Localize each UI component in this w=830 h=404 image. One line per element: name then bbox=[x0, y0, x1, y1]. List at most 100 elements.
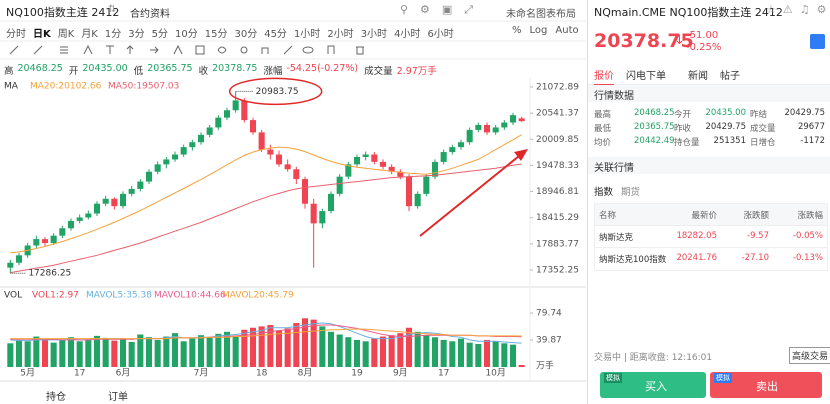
candle-body bbox=[137, 181, 144, 189]
panel-icons[interactable]: ☆⚠♫⚙ bbox=[766, 3, 830, 16]
stat-label: 最低 bbox=[594, 124, 612, 134]
contract-info[interactable]: 合约资料 bbox=[130, 9, 170, 20]
section-header bbox=[588, 157, 830, 174]
volume-bar bbox=[267, 325, 274, 367]
volume-bar bbox=[50, 342, 57, 367]
volume-bar bbox=[483, 339, 491, 367]
period-tab[interactable]: 5分 bbox=[151, 29, 168, 40]
volume-bar bbox=[145, 337, 153, 367]
period-tab[interactable]: 45分 bbox=[264, 29, 287, 40]
volume-bar bbox=[67, 337, 75, 367]
candle-body bbox=[327, 193, 335, 212]
icon[interactable]: ⇅ bbox=[108, 4, 117, 15]
candle-body bbox=[475, 125, 482, 130]
badge[interactable] bbox=[810, 34, 825, 49]
x-tick-label: 6月 bbox=[116, 368, 131, 379]
y-tick-label: 79.74 bbox=[536, 309, 562, 319]
quote-tab[interactable]: 闪电下单 bbox=[626, 71, 666, 82]
related-tab[interactable]: 期货 bbox=[621, 187, 641, 198]
period-tab[interactable]: 1小时 bbox=[293, 29, 321, 40]
stat-value: 251351 bbox=[713, 136, 746, 146]
axis-option[interactable]: % bbox=[512, 25, 522, 36]
candle-body bbox=[397, 171, 404, 177]
stat-value: 20468.25 bbox=[634, 108, 675, 118]
period-tab[interactable]: 15分 bbox=[204, 29, 228, 40]
related-tab[interactable]: 指数 bbox=[594, 187, 614, 198]
volume-bar bbox=[379, 336, 387, 367]
candle-body bbox=[215, 117, 222, 128]
volume-bar bbox=[466, 342, 473, 367]
candle-body bbox=[275, 154, 283, 165]
table-header: 最新价 bbox=[691, 211, 717, 221]
chart: 17352.25 17883.77 18415.29 18946.81 19478.33… bbox=[0, 20, 586, 382]
toolbar-icons[interactable]: ⚲⚙▣⤢ bbox=[400, 3, 486, 16]
period-tab[interactable]: 日K bbox=[33, 29, 51, 40]
bottom-tab[interactable]: 订单 bbox=[108, 392, 128, 403]
period-tab[interactable]: 分时 bbox=[6, 29, 26, 40]
period-tab[interactable]: 3小时 bbox=[360, 29, 388, 40]
volume-bar bbox=[241, 329, 248, 367]
period-tab[interactable]: 10分 bbox=[175, 29, 198, 40]
volume-bar bbox=[275, 330, 283, 367]
candle-body bbox=[163, 159, 170, 165]
candle-body bbox=[50, 235, 57, 244]
stat-label: 持仓量 bbox=[674, 138, 700, 148]
buy-label[interactable]: 买入 bbox=[645, 380, 667, 393]
sell-label[interactable]: 卖出 bbox=[756, 380, 778, 393]
period-tab[interactable]: 月K bbox=[81, 29, 98, 40]
ma-line bbox=[10, 134, 522, 254]
stat-label: 最高 bbox=[594, 110, 612, 120]
legend-entry: VOL1:2.97 bbox=[32, 291, 79, 301]
candle-body bbox=[319, 211, 326, 224]
advanced-trade-button[interactable]: 高级交易 bbox=[789, 347, 830, 364]
volume-unit: 万手 bbox=[536, 360, 554, 372]
period-tab[interactable]: 30分 bbox=[234, 29, 258, 40]
volume-bar bbox=[319, 326, 326, 367]
period-tab[interactable]: 周K bbox=[57, 29, 75, 40]
symbol-title[interactable]: NQ100指数主连 2412 bbox=[6, 6, 120, 19]
drawing-tools[interactable] bbox=[9, 44, 364, 55]
layout-name[interactable]: 未命名图表布局 bbox=[506, 9, 576, 20]
period-tab[interactable]: 3分 bbox=[128, 29, 145, 40]
ohlc-label: 高 bbox=[4, 66, 14, 77]
candle-body bbox=[362, 154, 369, 157]
candle-body bbox=[457, 142, 465, 148]
sim-tag: 模拟 bbox=[714, 373, 732, 383]
candle-body bbox=[206, 127, 213, 135]
axis-option[interactable]: Log bbox=[529, 25, 548, 36]
candle-body bbox=[241, 100, 248, 121]
candle-body bbox=[223, 110, 231, 118]
table-cell: -27.10 bbox=[741, 253, 769, 263]
bottom-tabs: 持仓 订单 bbox=[0, 384, 586, 404]
candle-body bbox=[388, 166, 395, 172]
ohlc-label: 收 bbox=[198, 66, 209, 77]
period-tab[interactable]: 4小时 bbox=[394, 29, 421, 40]
candle-body bbox=[197, 134, 205, 143]
volume-bar bbox=[423, 335, 430, 367]
ohlc-value: 20435.00 bbox=[82, 63, 128, 74]
candle-body bbox=[249, 120, 257, 133]
candle-body bbox=[440, 152, 447, 162]
period-tabs: 分时 日K 周K 月K 1分 3分 5分 10分 15分 30分 45分 1小时 2小时 3小时 4小时 6小… bbox=[6, 25, 454, 40]
candle-body bbox=[301, 179, 309, 204]
volume-bar bbox=[345, 337, 352, 367]
volume-bar bbox=[457, 338, 465, 367]
volume-bar bbox=[518, 364, 525, 367]
table-cell: 20241.76 bbox=[676, 253, 717, 263]
quote-tab[interactable]: 新闻 bbox=[688, 71, 708, 82]
volume-bar bbox=[258, 326, 265, 367]
candle-body bbox=[67, 220, 75, 229]
candle-body bbox=[93, 203, 101, 214]
candle-body bbox=[15, 255, 23, 263]
volume-bar bbox=[119, 338, 127, 367]
x-tick-label: 9月 bbox=[393, 368, 408, 379]
quote-tab[interactable]: 报价 bbox=[594, 67, 614, 86]
quote-tab[interactable]: 帖子 bbox=[720, 71, 740, 82]
table-row: 名称 最新价 涨跌额 涨跌幅 bbox=[594, 203, 828, 227]
price-change: -51.00 bbox=[686, 30, 719, 41]
period-tab[interactable]: 6小时 bbox=[427, 29, 454, 40]
bottom-tab[interactable]: 持仓 bbox=[46, 392, 66, 403]
period-tab[interactable]: 2小时 bbox=[327, 29, 354, 40]
period-tab[interactable]: 1分 bbox=[104, 29, 122, 40]
axis-option[interactable]: Auto bbox=[555, 25, 579, 36]
